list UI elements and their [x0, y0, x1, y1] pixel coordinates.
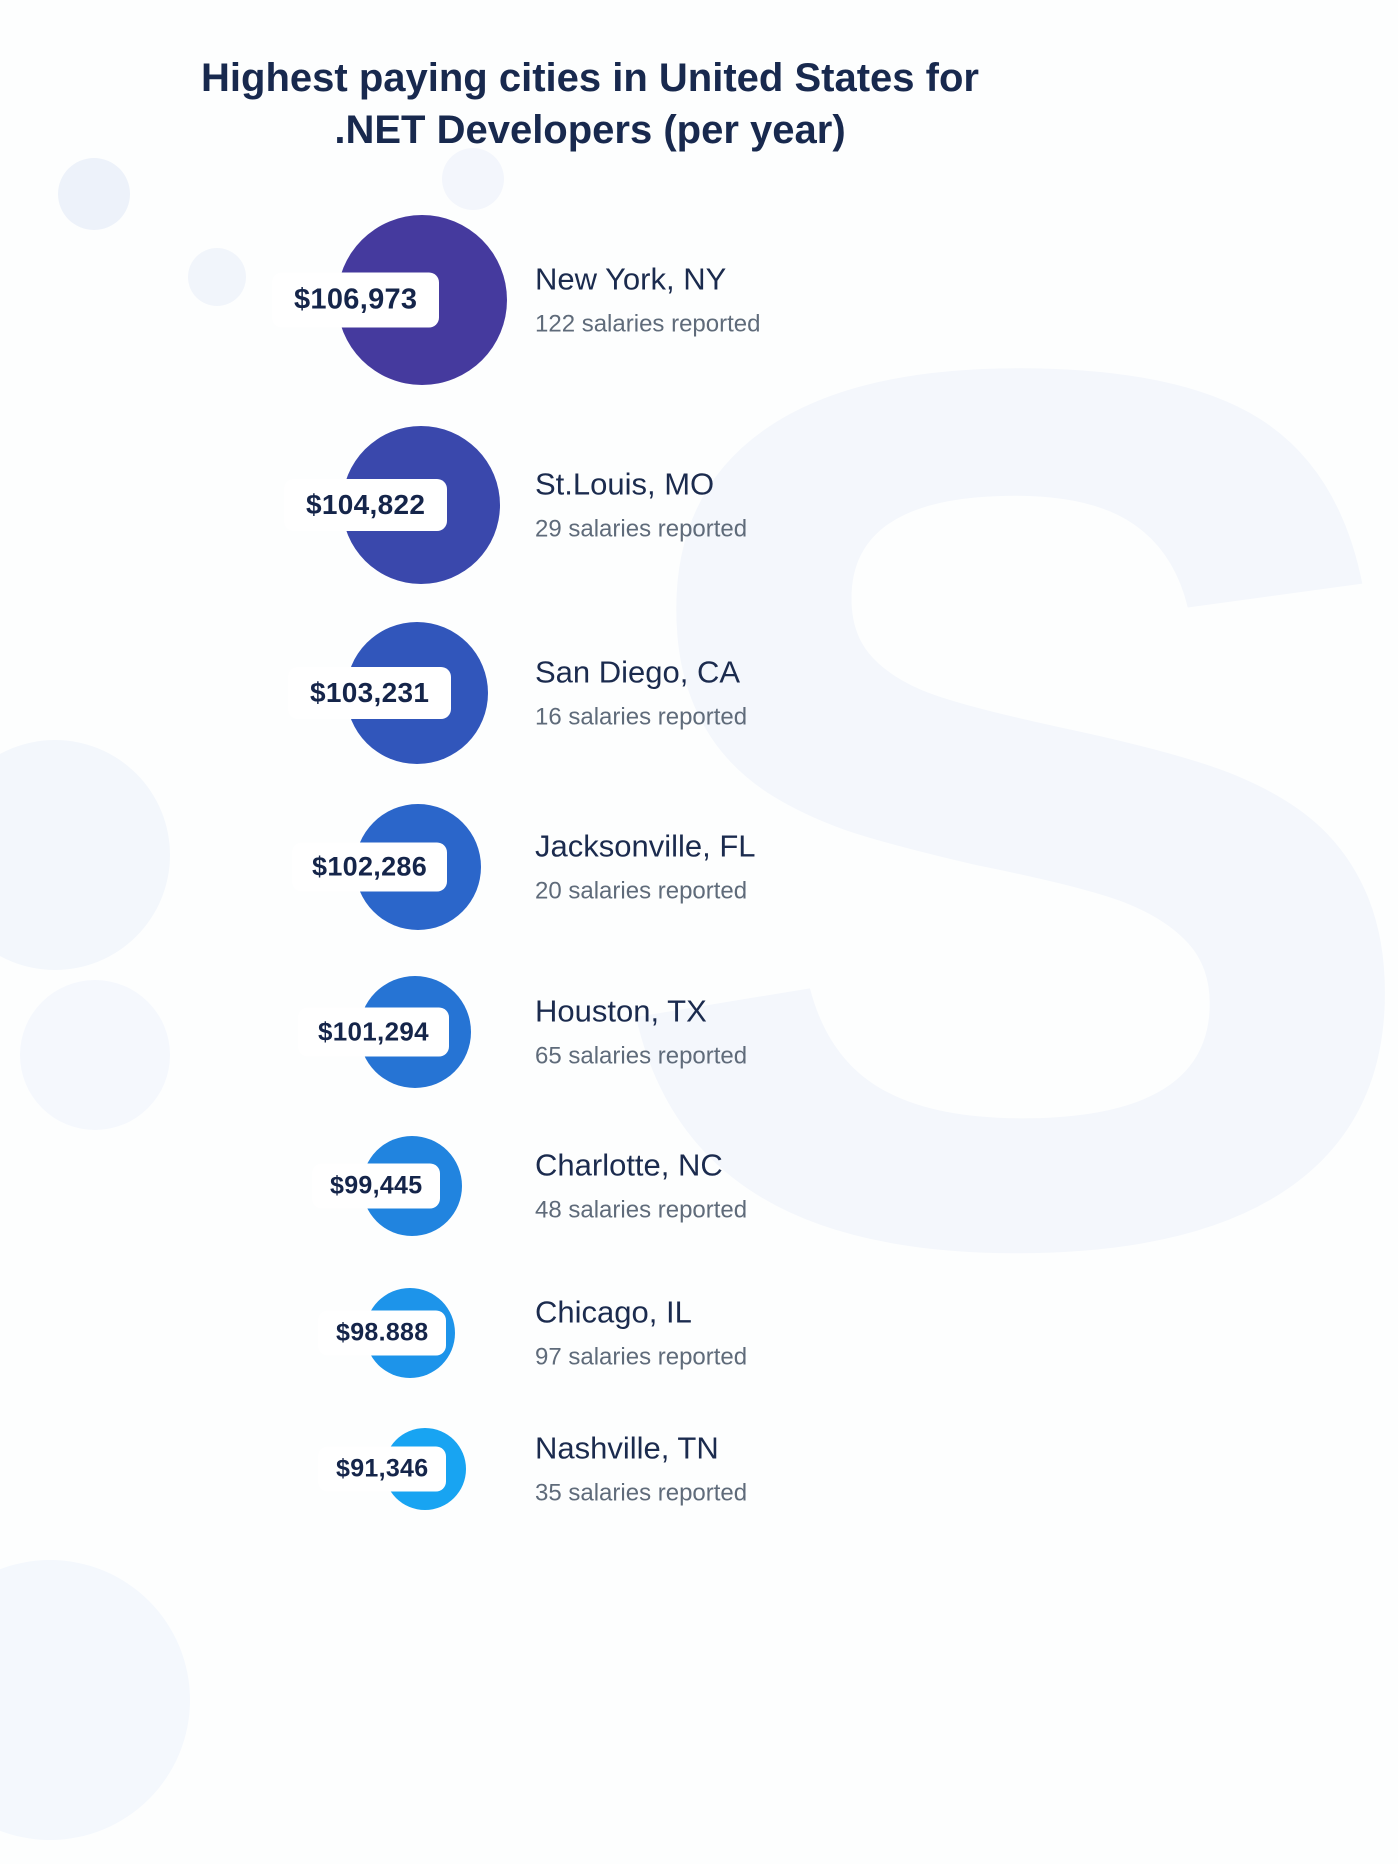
salaries-reported: 35 salaries reported [535, 1479, 748, 1507]
city-info: Houston, TX 65 salaries reported [535, 994, 747, 1071]
city-info: New York, NY 122 salaries reported [535, 262, 760, 339]
city-name: St.Louis, MO [535, 466, 715, 502]
city-info: Jacksonville, FL 20 salaries reported [535, 829, 756, 906]
city-info: Nashville, TN 35 salaries reported [535, 1431, 747, 1508]
salaries-reported: 97 salaries reported [535, 1343, 748, 1371]
decorative-blob [442, 148, 504, 210]
city-name: San Diego, CA [535, 654, 741, 690]
salaries-reported: 29 salaries reported [535, 515, 748, 543]
watermark-s-shape: S [600, 109, 1398, 1506]
decorative-blob [0, 740, 170, 970]
city-name: Jacksonville, FL [535, 828, 756, 864]
city-name: Houston, TX [535, 993, 707, 1029]
city-name: Charlotte, NC [535, 1147, 723, 1183]
chart-title: Highest paying cities in United States f… [0, 52, 1180, 156]
salary-label: $106,973 [272, 272, 440, 328]
decorative-blob [188, 248, 246, 306]
salaries-reported: 122 salaries reported [535, 310, 761, 338]
city-info: St.Louis, MO 29 salaries reported [535, 467, 747, 544]
city-name: New York, NY [535, 261, 727, 297]
salary-label: $91,346 [318, 1446, 447, 1492]
city-name: Nashville, TN [535, 1430, 719, 1466]
salary-label: $99,445 [312, 1163, 441, 1209]
decorative-blob [58, 158, 130, 230]
decorative-blob [20, 980, 170, 1130]
salary-label: $98.888 [318, 1310, 447, 1356]
salaries-reported: 65 salaries reported [535, 1042, 748, 1070]
chart-title-line1: Highest paying cities in United States f… [201, 56, 979, 100]
salaries-reported: 20 salaries reported [535, 877, 748, 905]
salaries-reported: 48 salaries reported [535, 1196, 748, 1224]
city-info: San Diego, CA 16 salaries reported [535, 655, 747, 732]
chart-title-line2: .NET Developers (per year) [334, 108, 846, 152]
salaries-reported: 16 salaries reported [535, 703, 748, 731]
city-info: Chicago, IL 97 salaries reported [535, 1295, 747, 1372]
decorative-blob [0, 1560, 190, 1840]
city-name: Chicago, IL [535, 1294, 692, 1330]
salary-label: $103,231 [288, 667, 452, 719]
salary-label: $101,294 [298, 1007, 449, 1057]
salary-label: $102,286 [292, 842, 448, 892]
salary-label: $104,822 [284, 479, 448, 531]
city-info: Charlotte, NC 48 salaries reported [535, 1148, 747, 1225]
